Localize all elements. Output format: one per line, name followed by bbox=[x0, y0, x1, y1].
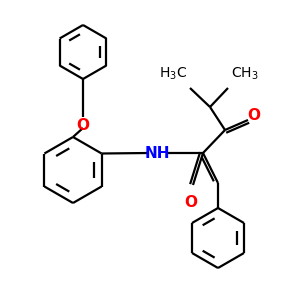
Text: H$_3$C: H$_3$C bbox=[159, 66, 187, 82]
Text: O: O bbox=[76, 118, 89, 133]
Text: CH$_3$: CH$_3$ bbox=[231, 66, 259, 82]
Text: NH: NH bbox=[144, 146, 170, 160]
Text: O: O bbox=[248, 109, 260, 124]
Text: O: O bbox=[184, 195, 197, 210]
